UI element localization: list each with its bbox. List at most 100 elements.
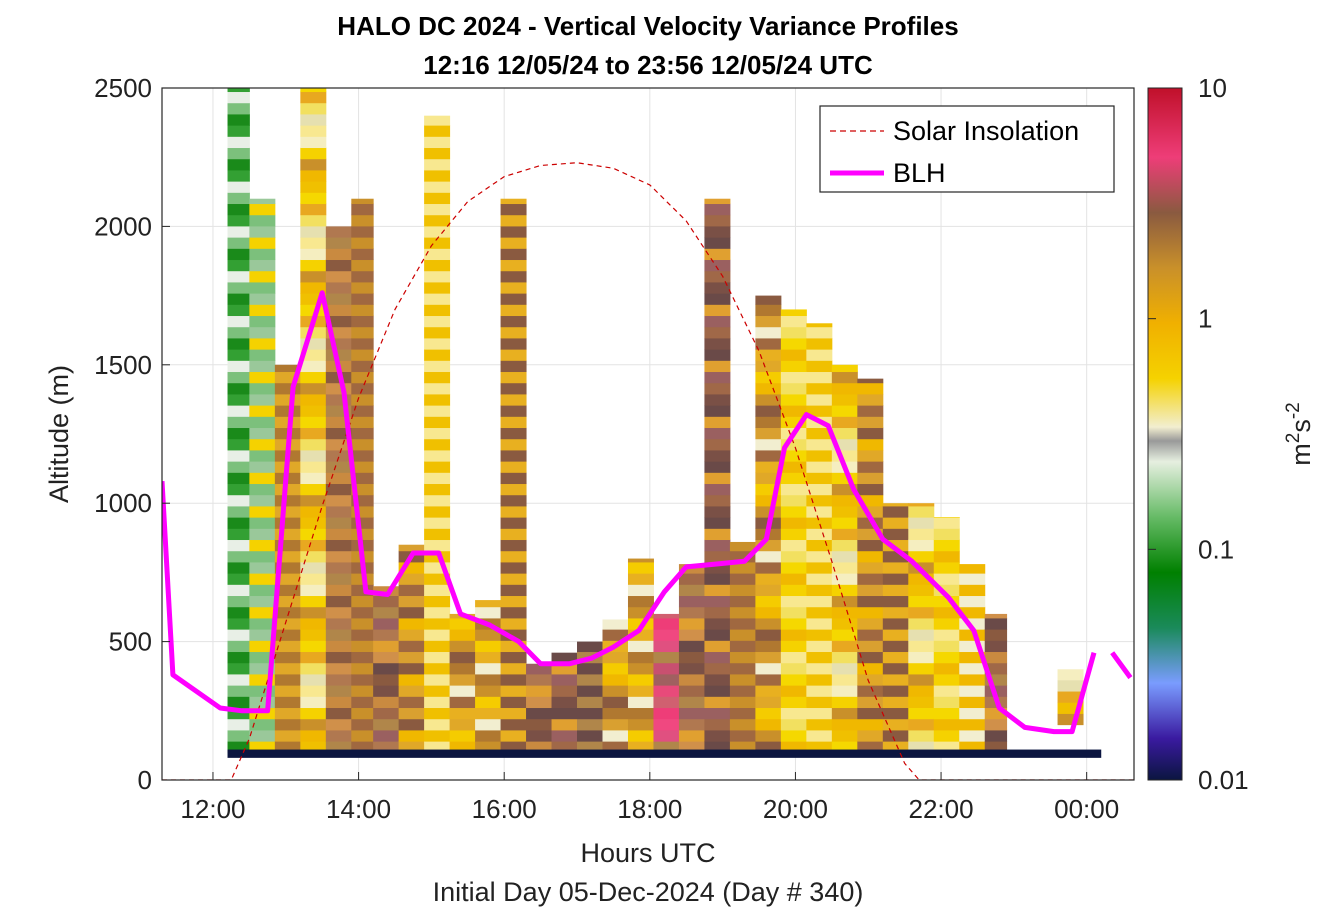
colorbar-label-mid: s xyxy=(1286,419,1316,433)
heatmap-cell xyxy=(653,696,680,709)
heatmap-cell xyxy=(908,629,935,641)
heatmap-cell xyxy=(755,651,782,664)
heatmap-cell xyxy=(274,640,301,653)
legend-solar-label: Solar Insolation xyxy=(893,116,1079,146)
heatmap-cell xyxy=(398,640,425,653)
heatmap-cell xyxy=(831,573,858,585)
heatmap-cell xyxy=(300,169,327,182)
heatmap-cell xyxy=(325,539,352,552)
heatmap-cell xyxy=(831,517,858,529)
heatmap-cell xyxy=(500,696,527,709)
heatmap-cell xyxy=(857,472,884,485)
heatmap-cell xyxy=(249,561,276,574)
heatmap-cell xyxy=(831,364,858,373)
heatmap-cell xyxy=(780,629,807,641)
heatmap-cell xyxy=(959,584,986,597)
heatmap-cell xyxy=(300,494,327,507)
heatmap-cell xyxy=(398,544,425,552)
heatmap-cell xyxy=(780,483,807,496)
heatmap-cell xyxy=(424,696,451,709)
heatmap-cell xyxy=(500,528,527,541)
heatmap-cell xyxy=(500,270,527,283)
heatmap-cell xyxy=(577,673,603,686)
heatmap-cell xyxy=(351,315,374,328)
heatmap-cell xyxy=(249,718,276,731)
heatmap-cell xyxy=(227,438,250,451)
heatmap-cell xyxy=(831,606,858,619)
heatmap-cell xyxy=(831,707,858,720)
heatmap-cell xyxy=(857,550,884,563)
heatmap-cell xyxy=(424,528,451,541)
heatmap-cell xyxy=(627,640,654,653)
heatmap-cell xyxy=(704,337,731,350)
heatmap-cell xyxy=(325,718,352,731)
heatmap-cell xyxy=(780,472,807,485)
heatmap-cell xyxy=(729,707,756,720)
heatmap-cell xyxy=(325,651,352,664)
heatmap-cell xyxy=(274,573,301,585)
heatmap-cell xyxy=(780,651,807,664)
heatmap-cell xyxy=(577,729,603,742)
heatmap-cell xyxy=(806,662,833,675)
heatmap-cell xyxy=(806,550,833,563)
heatmap-cell xyxy=(351,472,374,485)
heatmap-cell xyxy=(274,539,301,552)
heatmap-cell xyxy=(424,169,451,182)
heatmap-cell xyxy=(300,326,327,339)
heatmap-cell xyxy=(424,360,451,373)
heatmap-cell xyxy=(780,349,807,361)
heatmap-cell xyxy=(274,741,301,753)
heatmap-cell xyxy=(780,393,807,406)
heatmap-cell xyxy=(351,449,374,462)
heatmap-cell xyxy=(704,729,731,742)
heatmap-cell xyxy=(602,718,629,731)
heatmap-cell xyxy=(500,382,527,395)
heatmap-cell xyxy=(249,595,276,608)
heatmap-cell xyxy=(908,673,935,686)
heatmap-cell xyxy=(398,718,425,731)
heatmap-cell xyxy=(780,673,807,686)
heatmap-cell xyxy=(227,561,250,574)
colorbar-tick-label: 10 xyxy=(1198,73,1227,103)
heatmap-cell xyxy=(249,326,276,339)
heatmap-cell xyxy=(500,629,527,641)
heatmap-cell xyxy=(227,673,250,686)
y-axis-label: Altitude (m) xyxy=(44,365,74,503)
heatmap-cell xyxy=(249,584,276,597)
heatmap-cell xyxy=(729,541,756,552)
heatmap-cell xyxy=(373,662,400,675)
heatmap-cell xyxy=(806,685,833,697)
heatmap-cell xyxy=(351,427,374,440)
heatmap-cell xyxy=(678,673,705,686)
heatmap-cell xyxy=(351,360,374,373)
heatmap-cell xyxy=(882,651,909,664)
heatmap-cell xyxy=(602,629,629,641)
heatmap-cell xyxy=(755,393,782,406)
heatmap-cell xyxy=(908,651,935,664)
heatmap-cell xyxy=(729,550,756,563)
heatmap-cell xyxy=(373,673,400,686)
heatmap-cell xyxy=(325,561,352,574)
heatmap-cell xyxy=(908,505,935,518)
heatmap-cell xyxy=(249,528,276,541)
colorbar-tick-label: 0.01 xyxy=(1198,765,1249,795)
heatmap-cell xyxy=(424,449,451,462)
heatmap-cell xyxy=(500,685,527,697)
heatmap-cell xyxy=(831,483,858,496)
heatmap-cell xyxy=(933,685,960,697)
heatmap-cell xyxy=(933,629,960,641)
heatmap-cell xyxy=(424,483,451,496)
heatmap-cell xyxy=(704,718,731,731)
heatmap-cell xyxy=(704,584,731,597)
heatmap-cell xyxy=(227,203,250,216)
heatmap-cell xyxy=(300,483,327,496)
heatmap-cell xyxy=(933,696,960,709)
heatmap-cell xyxy=(933,718,960,731)
heatmap-cell xyxy=(274,483,301,496)
heatmap-cell xyxy=(959,617,986,630)
heatmap-cell xyxy=(857,382,884,395)
heatmap-cell xyxy=(300,696,327,709)
heatmap-cell xyxy=(249,461,276,473)
heatmap-cell xyxy=(274,364,301,373)
heatmap-cell xyxy=(227,169,250,182)
